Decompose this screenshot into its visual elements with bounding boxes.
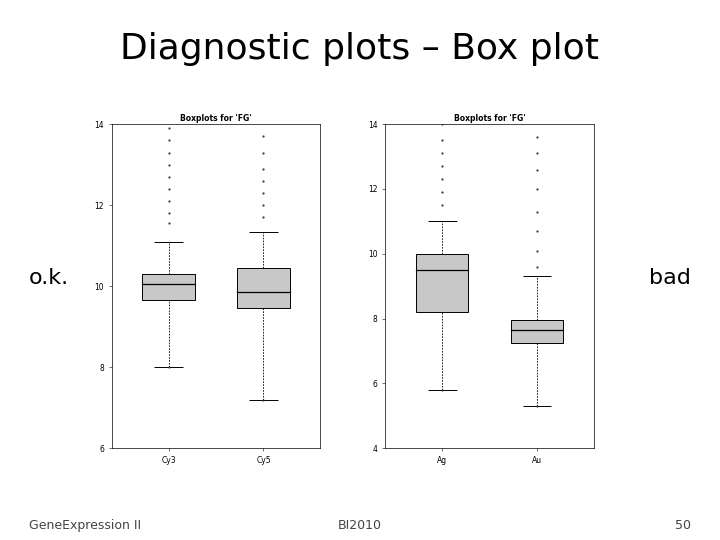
Text: Diagnostic plots – Box plot: Diagnostic plots – Box plot [120, 32, 600, 66]
Text: 50: 50 [675, 519, 691, 532]
Bar [238, 268, 289, 308]
Title: Boxplots for 'FG': Boxplots for 'FG' [180, 114, 252, 124]
Bar [143, 274, 194, 300]
Bar [511, 320, 563, 343]
Title: Boxplots for 'FG': Boxplots for 'FG' [454, 114, 526, 124]
Text: bad: bad [649, 268, 691, 288]
Text: o.k.: o.k. [29, 268, 69, 288]
Text: BI2010: BI2010 [338, 519, 382, 532]
Text: GeneExpression II: GeneExpression II [29, 519, 141, 532]
Bar [416, 254, 468, 312]
